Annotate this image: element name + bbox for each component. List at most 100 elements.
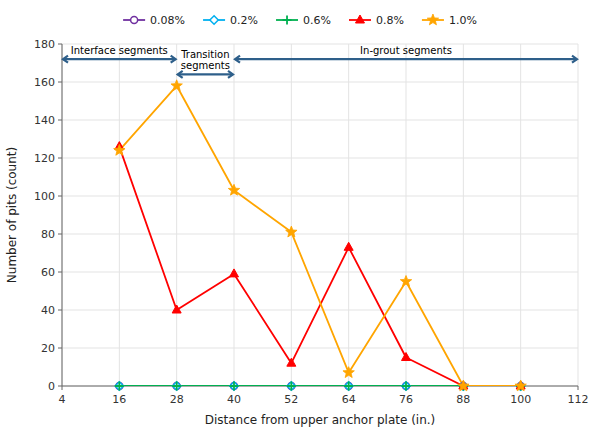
legend-item: 0.08%: [123, 14, 185, 27]
grid-line-y: [62, 120, 578, 121]
grid-line-x: [62, 44, 63, 386]
point-marker: [343, 367, 354, 378]
point-marker: [114, 144, 125, 155]
tick-label-x: 16: [112, 393, 126, 406]
tick-y: [58, 234, 62, 235]
tick-label-y: 100: [34, 190, 55, 203]
tick-y: [58, 310, 62, 311]
arrow-head: [63, 56, 68, 63]
annotation-label: Interface segments: [71, 45, 168, 56]
grid-line-y: [62, 310, 578, 311]
tick-y: [58, 386, 62, 387]
tick-label-x: 88: [456, 393, 470, 406]
grid-line-y: [62, 272, 578, 273]
tick-label-y: 140: [34, 114, 55, 127]
point-marker: [287, 382, 296, 391]
tick-y: [58, 158, 62, 159]
legend-item: 0.6%: [276, 14, 331, 27]
tick-label-y: 180: [34, 38, 55, 51]
point-marker: [173, 383, 180, 390]
legend-label: 0.2%: [230, 14, 258, 27]
point-marker: [287, 382, 295, 390]
y-axis-label: Number of pits (count): [5, 147, 19, 283]
tick-x: [62, 386, 63, 390]
grid-line-x: [291, 44, 292, 386]
legend-label: 0.8%: [376, 14, 404, 27]
legend-marker: [210, 16, 218, 24]
point-marker: [231, 383, 238, 390]
grid: [62, 44, 578, 386]
point-marker: [116, 383, 123, 390]
tick-y: [58, 120, 62, 121]
arrow-head: [572, 56, 577, 63]
series-line: [119, 147, 520, 386]
point-marker: [402, 353, 411, 361]
axes: 4162840526476881001120204060801001201401…: [34, 38, 589, 406]
tick-label-y: 0: [48, 380, 55, 393]
annotations: Interface segmentsTransitionsegmentsIn-g…: [63, 45, 577, 78]
point-marker: [172, 382, 180, 390]
markers: [114, 80, 527, 391]
legend-marker: [427, 14, 438, 25]
legend-marker: [355, 15, 364, 23]
arrow-head: [178, 71, 183, 78]
tick-label-y: 60: [41, 266, 55, 279]
tick-x: [578, 386, 579, 390]
point-marker: [345, 383, 352, 390]
point-marker: [115, 382, 123, 390]
legend-item: 1.0%: [422, 14, 477, 27]
point-marker: [171, 80, 182, 91]
tick-label-x: 4: [59, 393, 66, 406]
chart: 4162840526476881001120204060801001201401…: [0, 0, 600, 436]
grid-line-y: [62, 348, 578, 349]
point-marker: [403, 383, 410, 390]
tick-label-y: 40: [41, 304, 55, 317]
tick-label-y: 80: [41, 228, 55, 241]
legend: 0.08% 0.2% 0.6% 0.8% 1.0%: [123, 14, 477, 27]
legend-label: 0.08%: [150, 14, 185, 27]
tick-label-x: 76: [399, 393, 413, 406]
tick-label-x: 28: [170, 393, 184, 406]
grid-line-y: [62, 234, 578, 235]
series-line: [119, 86, 520, 386]
lines: [119, 86, 520, 386]
point-marker: [115, 382, 124, 391]
point-marker: [286, 226, 297, 237]
grid-line-x: [520, 44, 521, 386]
point-marker: [228, 184, 239, 195]
legend-item: 0.2%: [203, 14, 258, 27]
tick-y: [58, 272, 62, 273]
point-marker: [172, 382, 181, 391]
legend-label: 0.6%: [303, 14, 331, 27]
grid-line-y: [62, 196, 578, 197]
arrow-head: [235, 56, 240, 63]
point-marker: [515, 380, 526, 391]
annotation-label: Transitionsegments: [180, 49, 230, 71]
point-marker: [287, 358, 296, 366]
point-marker: [402, 382, 410, 390]
range-arrow: [178, 71, 233, 78]
point-marker: [172, 305, 181, 313]
arrow-head: [171, 56, 176, 63]
tick-y: [58, 44, 62, 45]
legend-item: 0.8%: [349, 14, 404, 27]
tick-y: [58, 348, 62, 349]
tick-label-y: 20: [41, 342, 55, 355]
x-axis-label: Distance from upper anchor plate (in.): [205, 413, 436, 427]
point-marker: [402, 382, 411, 391]
range-arrow: [63, 56, 176, 63]
point-marker: [400, 276, 411, 287]
tick-label-y: 120: [34, 152, 55, 165]
grid-line-x: [348, 44, 349, 386]
point-marker: [344, 382, 352, 390]
arrow-head: [228, 71, 233, 78]
grid-line-x: [234, 44, 235, 386]
legend-marker: [131, 17, 138, 24]
legend-marker: [283, 16, 292, 25]
grid-line-y: [62, 158, 578, 159]
point-marker: [230, 269, 239, 277]
arrow-shaft: [178, 73, 233, 75]
grid-line-y: [62, 82, 578, 83]
tick-label-x: 100: [510, 393, 531, 406]
arrow-shaft: [63, 58, 176, 60]
